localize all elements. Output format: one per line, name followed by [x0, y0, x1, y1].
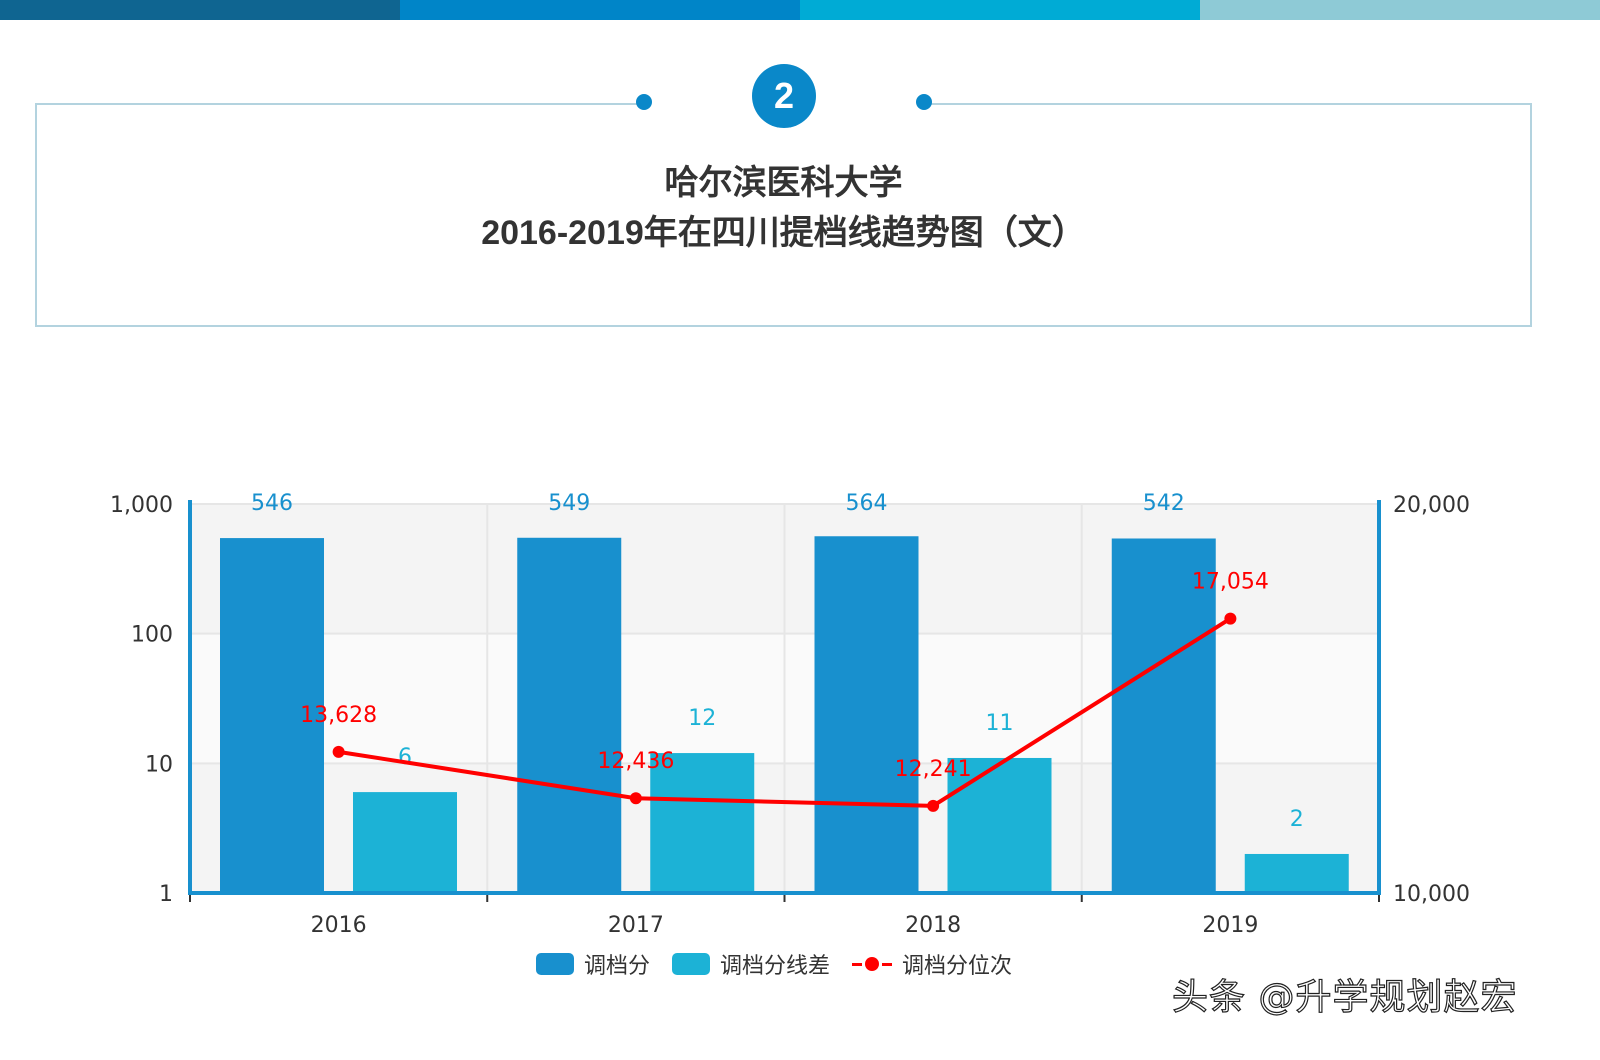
chart-legend: 调档分 调档分线差 调档分位次 — [536, 948, 1034, 980]
bar-score[interactable] — [814, 536, 919, 893]
line-marker-icon — [852, 953, 893, 975]
bar-score-diff[interactable] — [947, 757, 1052, 893]
stripe-segment-3 — [800, 0, 1200, 20]
left-dot-ornament — [636, 94, 652, 110]
section-number-badge: 2 — [752, 64, 816, 128]
bar-score[interactable] — [517, 537, 622, 893]
header-stripe — [0, 0, 1600, 20]
bar-score-diff-label: 12 — [688, 706, 716, 731]
legend-item-rank[interactable]: 调档分位次 — [852, 948, 1012, 980]
bar-score-label: 564 — [846, 491, 888, 516]
y-right-tick-label: 20,000 — [1393, 493, 1470, 518]
x-tick-label: 2018 — [905, 913, 961, 938]
bar-score-diff-label: 11 — [986, 711, 1014, 736]
rank-point[interactable] — [927, 799, 940, 812]
bar-score-diff[interactable] — [1244, 853, 1349, 893]
score-diff-swatch-icon — [672, 953, 711, 975]
y-left-tick-label: 100 — [131, 623, 173, 648]
bar-score-diff-label: 2 — [1290, 807, 1304, 832]
y-left-tick-label: 1 — [159, 882, 173, 907]
legend-label: 调档分 — [584, 954, 651, 979]
legend-label: 调档分线差 — [720, 954, 831, 979]
bar-score-label: 542 — [1143, 491, 1185, 516]
right-dot-ornament — [916, 94, 932, 110]
bar-score[interactable] — [220, 538, 324, 893]
bar-score-diff[interactable] — [353, 792, 457, 893]
rank-line — [338, 616, 1232, 808]
rank-label: 17,054 — [1192, 570, 1269, 595]
page-subtitle: 2016-2019年在四川提档线趋势图（文） — [481, 214, 1086, 252]
page-title: 哈尔滨医科大学 — [664, 164, 903, 202]
bar-score-diff[interactable] — [650, 753, 755, 893]
rank-label: 12,241 — [895, 757, 972, 782]
y-left-tick-label: 1,000 — [110, 493, 173, 518]
y-right-tick-label: 10,000 — [1393, 882, 1470, 907]
x-tick-label: 2019 — [1202, 913, 1258, 938]
bar-score[interactable] — [1111, 538, 1216, 893]
rank-point[interactable] — [629, 792, 642, 805]
stripe-segment-1 — [0, 0, 400, 20]
stripe-segment-4 — [1200, 0, 1600, 20]
legend-item-score-diff[interactable]: 调档分线差 — [672, 948, 830, 980]
bar-score-label: 546 — [251, 491, 293, 516]
score-swatch-icon — [536, 953, 574, 975]
rank-point[interactable] — [1224, 612, 1237, 625]
x-tick-label: 2017 — [608, 913, 664, 938]
bar-score-diff-label: 6 — [398, 745, 412, 770]
bar-score-label: 549 — [548, 491, 590, 516]
rank-point[interactable] — [332, 745, 345, 758]
watermark: 头条 @升学规划赵宏 — [1171, 976, 1518, 1018]
x-tick-label: 2016 — [311, 913, 367, 938]
y-left-tick-label: 10 — [145, 752, 173, 777]
legend-item-score[interactable]: 调档分 — [536, 948, 650, 980]
rank-label: 12,436 — [597, 749, 674, 774]
legend-label: 调档分位次 — [902, 954, 1013, 979]
stripe-segment-2 — [400, 0, 800, 20]
rank-label: 13,628 — [300, 703, 377, 728]
